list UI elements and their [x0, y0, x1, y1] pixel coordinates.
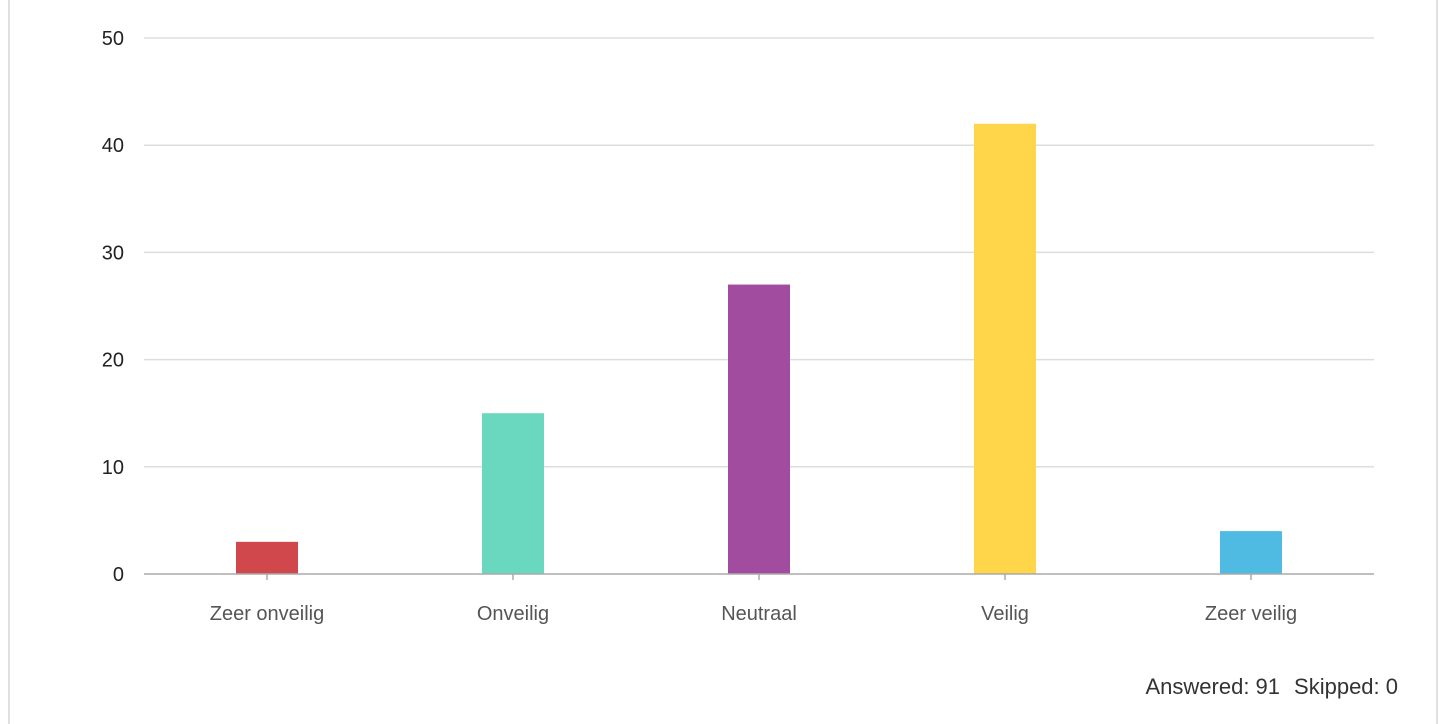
bar-neutraal[interactable] [728, 284, 790, 574]
answered-count: Answered: 91 [1145, 674, 1281, 699]
x-category-label: Zeer veilig [1205, 603, 1297, 625]
y-tick-label: 20 [102, 350, 124, 372]
bar-zeer-onveilig[interactable] [236, 541, 298, 574]
x-category-label: Veilig [981, 603, 1029, 625]
y-tick-label: 40 [102, 135, 124, 157]
y-tick-label: 30 [102, 242, 124, 264]
y-tick-label: 0 [113, 564, 124, 586]
response-summary: Answered: 91 Skipped: 0 [1146, 674, 1399, 700]
x-category-label: Zeer onveilig [210, 603, 325, 625]
bars [236, 123, 1282, 574]
x-category-label: Onveilig [477, 603, 549, 625]
panel-border-left [8, 0, 10, 724]
x-axis-labels: Zeer onveilig Onveilig Neutraal Veilig Zeer … [210, 603, 1297, 625]
bar-zeer-veilig[interactable] [1220, 531, 1282, 574]
panel-border-right [1436, 0, 1438, 724]
y-tick-label: 50 [102, 28, 124, 50]
y-tick-label: 10 [102, 457, 124, 479]
bar-onveilig[interactable] [482, 413, 544, 574]
skipped-count: Skipped: 0 [1294, 674, 1398, 699]
y-axis-ticks: 0 10 20 30 40 50 [102, 28, 124, 586]
bar-veilig[interactable] [974, 123, 1036, 574]
x-axis [144, 573, 1374, 580]
x-category-label: Neutraal [721, 603, 797, 625]
